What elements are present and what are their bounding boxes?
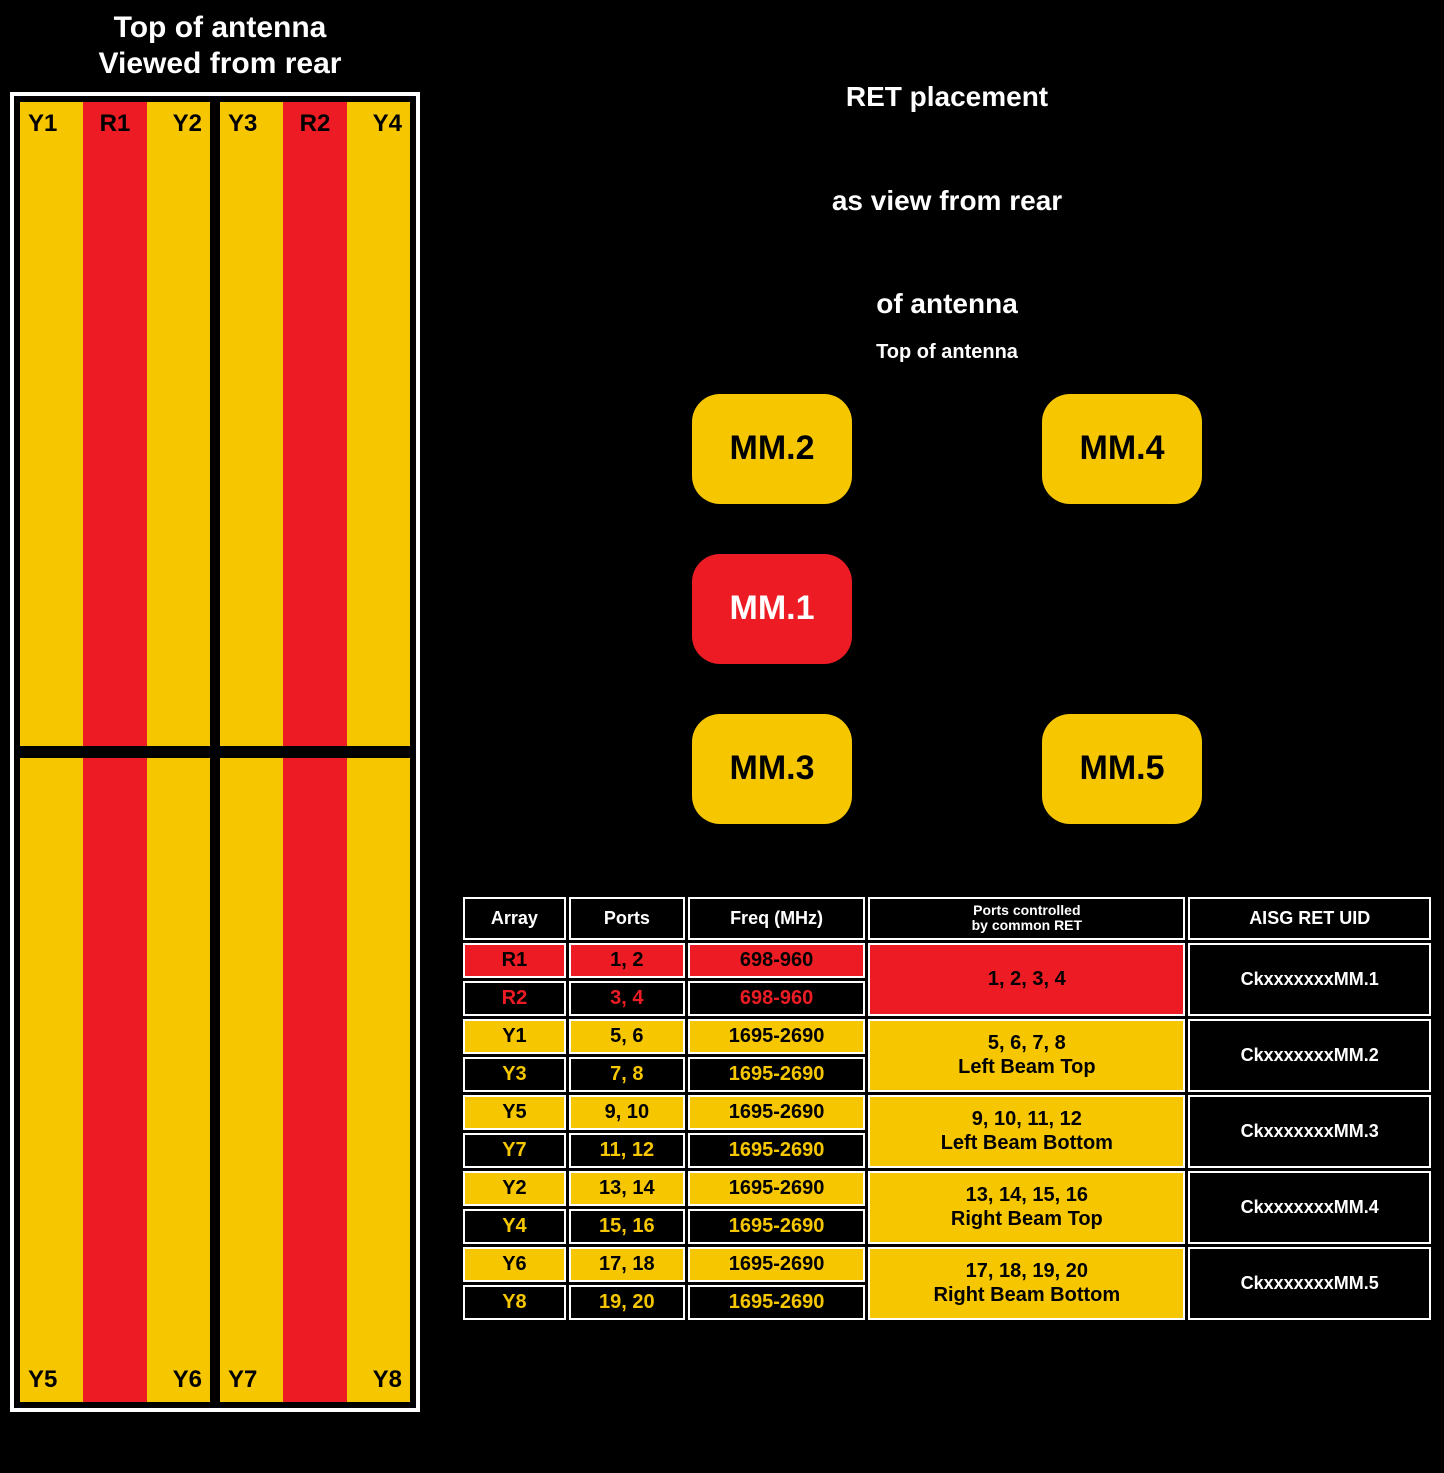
cell-array: Y4 <box>463 1209 566 1244</box>
module-mm4: MM.4 <box>1042 394 1202 504</box>
table-row: Y213, 141695-269013, 14, 15, 16Right Bea… <box>463 1171 1431 1206</box>
ret-title-1: RET placement <box>460 80 1434 114</box>
antenna-diagram: Y1 R1 Y2 Y3 R2 Y4 Y5 Y6 <box>10 92 420 1412</box>
panel-bottom-left: Y5 Y6 <box>20 758 210 1402</box>
cell-freq: 1695-2690 <box>688 1285 865 1320</box>
panel-bottom-right: Y7 Y8 <box>220 758 410 1402</box>
cell-array: R2 <box>463 981 566 1016</box>
cell-freq: 1695-2690 <box>688 1057 865 1092</box>
cell-freq: 1695-2690 <box>688 1019 865 1054</box>
cell-ports: 19, 20 <box>569 1285 685 1320</box>
th-controlled: Ports controlledby common RET <box>868 897 1185 940</box>
cell-controlled: 13, 14, 15, 16Right Beam Top <box>868 1171 1185 1244</box>
cell-ports: 11, 12 <box>569 1133 685 1168</box>
panel-top-right: Y3 R2 Y4 <box>220 102 410 746</box>
cell-freq: 1695-2690 <box>688 1247 865 1282</box>
table-row: Y59, 101695-26909, 10, 11, 12Left Beam B… <box>463 1095 1431 1130</box>
cell-ports: 7, 8 <box>569 1057 685 1092</box>
ret-module-grid: MM.2 MM.4 MM.1 MM.3 MM.5 <box>647 394 1247 824</box>
antenna-title-2: Viewed from rear <box>10 46 430 82</box>
cell-freq: 698-960 <box>688 943 865 978</box>
cell-controlled: 1, 2, 3, 4 <box>868 943 1185 1016</box>
cell-ports: 3, 4 <box>569 981 685 1016</box>
table-header-row: Array Ports Freq (MHz) Ports controlledb… <box>463 897 1431 940</box>
cell-freq: 1695-2690 <box>688 1095 865 1130</box>
cell-array: Y1 <box>463 1019 566 1054</box>
cell-uid: CkxxxxxxxMM.2 <box>1188 1019 1431 1092</box>
panel-top-left: Y1 R1 Y2 <box>20 102 210 746</box>
th-uid: AISG RET UID <box>1188 897 1431 940</box>
label-r2: R2 <box>300 110 331 138</box>
label-y6: Y6 <box>173 1366 202 1394</box>
cell-array: R1 <box>463 943 566 978</box>
label-y1: Y1 <box>28 110 57 138</box>
cell-uid: CkxxxxxxxMM.5 <box>1188 1247 1431 1320</box>
cell-uid: CkxxxxxxxMM.3 <box>1188 1095 1431 1168</box>
cell-array: Y3 <box>463 1057 566 1092</box>
cell-controlled: 9, 10, 11, 12Left Beam Bottom <box>868 1095 1185 1168</box>
label-r1: R1 <box>100 110 131 138</box>
ret-title-2: as view from rear <box>460 184 1434 218</box>
cell-array: Y5 <box>463 1095 566 1130</box>
th-ports: Ports <box>569 897 685 940</box>
module-mm1: MM.1 <box>692 554 852 664</box>
cell-ports: 9, 10 <box>569 1095 685 1130</box>
table-row: Y15, 61695-26905, 6, 7, 8Left Beam TopCk… <box>463 1019 1431 1054</box>
label-y5: Y5 <box>28 1366 57 1394</box>
cell-ports: 5, 6 <box>569 1019 685 1054</box>
label-y2: Y2 <box>173 110 202 138</box>
cell-freq: 1695-2690 <box>688 1133 865 1168</box>
cell-uid: CkxxxxxxxMM.1 <box>1188 943 1431 1016</box>
port-table: Array Ports Freq (MHz) Ports controlledb… <box>460 894 1434 1323</box>
cell-controlled: 17, 18, 19, 20Right Beam Bottom <box>868 1247 1185 1320</box>
cell-ports: 13, 14 <box>569 1171 685 1206</box>
label-y7: Y7 <box>228 1366 257 1394</box>
label-y8: Y8 <box>373 1366 402 1394</box>
cell-ports: 15, 16 <box>569 1209 685 1244</box>
th-array: Array <box>463 897 566 940</box>
table-row: Y617, 181695-269017, 18, 19, 20Right Bea… <box>463 1247 1431 1282</box>
module-mm5: MM.5 <box>1042 714 1202 824</box>
label-y4: Y4 <box>373 110 402 138</box>
cell-ports: 17, 18 <box>569 1247 685 1282</box>
cell-ports: 1, 2 <box>569 943 685 978</box>
module-mm3: MM.3 <box>692 714 852 824</box>
table-row: R11, 2698-9601, 2, 3, 4CkxxxxxxxMM.1 <box>463 943 1431 978</box>
label-y3: Y3 <box>228 110 257 138</box>
cell-freq: 698-960 <box>688 981 865 1016</box>
th-freq: Freq (MHz) <box>688 897 865 940</box>
cell-array: Y8 <box>463 1285 566 1320</box>
cell-array: Y6 <box>463 1247 566 1282</box>
antenna-title-1: Top of antenna <box>10 10 430 46</box>
ret-subtitle: Top of antenna <box>460 341 1434 364</box>
cell-controlled: 5, 6, 7, 8Left Beam Top <box>868 1019 1185 1092</box>
cell-array: Y2 <box>463 1171 566 1206</box>
cell-array: Y7 <box>463 1133 566 1168</box>
cell-freq: 1695-2690 <box>688 1209 865 1244</box>
module-mm2: MM.2 <box>692 394 852 504</box>
cell-uid: CkxxxxxxxMM.4 <box>1188 1171 1431 1244</box>
cell-freq: 1695-2690 <box>688 1171 865 1206</box>
ret-title-3: of antenna <box>460 287 1434 321</box>
